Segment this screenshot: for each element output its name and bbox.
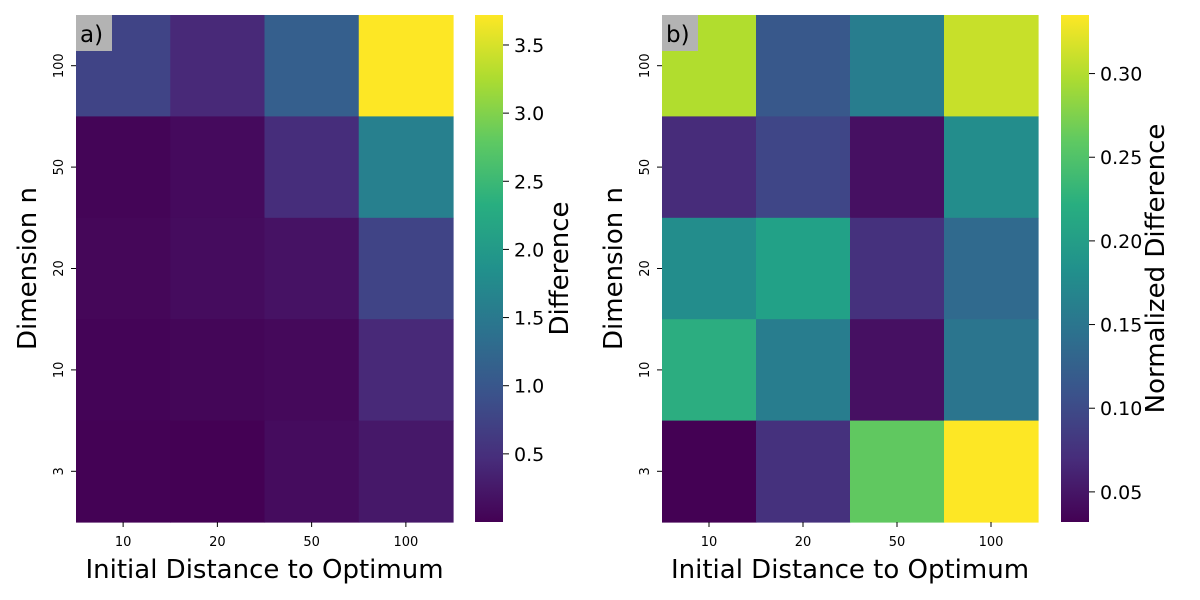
colorbar-tick-label: 3.5 [514, 35, 544, 57]
heatmap-cell [662, 319, 757, 422]
heatmap-cell [76, 420, 171, 523]
heatmap-cell [170, 15, 266, 117]
colorbar-tick-label: 0.15 [1100, 315, 1142, 337]
x-tick-label: 20 [209, 535, 226, 550]
x-tick-label: 10 [701, 535, 718, 550]
heatmap-cell [358, 116, 454, 219]
x-tick-label: 100 [979, 535, 1004, 550]
heatmap-cell [850, 217, 945, 320]
heatmap-cell [850, 116, 945, 219]
y-axis-label: Dimension n [13, 187, 43, 350]
x-tick-labels: 10 20 50 100 [115, 522, 418, 550]
heatmap-cell [944, 319, 1039, 422]
heatmap-cell [944, 420, 1039, 523]
colorbar-tick-label: 0.30 [1100, 64, 1142, 86]
x-axis-label: Initial Distance to Optimum [671, 555, 1029, 585]
panel-label: a) [80, 22, 103, 48]
heatmap-cell [264, 420, 360, 523]
heatmap-cells [662, 15, 1039, 523]
colorbar-ticks: 0.5 1.0 1.5 2.0 2.5 3.0 3.5 [503, 35, 544, 466]
heatmap-panel-a: 10 20 50 100 100 50 20 10 3 0.5 1.0 1.5 2.0 2.5 3.0 3… [13, 15, 575, 585]
panel-label-background [662, 15, 698, 51]
colorbar-label: Normalized Difference [1141, 124, 1171, 414]
heatmap-cell [756, 217, 851, 320]
heatmap-cell [264, 15, 360, 117]
heatmap-cell [76, 217, 171, 320]
heatmap-cell [358, 15, 454, 117]
y-tick-label: 20 [638, 260, 653, 277]
heatmap-cell [358, 217, 454, 320]
heatmap-cells [76, 15, 454, 523]
y-tick-label: 3 [638, 467, 653, 475]
heatmap-cell [358, 420, 454, 523]
panel-label: b) [666, 22, 690, 48]
x-axis-label: Initial Distance to Optimum [85, 555, 443, 585]
heatmap-cell [662, 116, 757, 219]
heatmap-cell [850, 15, 945, 117]
heatmap-cell [850, 319, 945, 422]
heatmap-cell [358, 319, 454, 422]
colorbar-tick-label: 0.05 [1100, 482, 1142, 504]
y-tick-labels: 100 50 20 10 3 [52, 53, 76, 475]
colorbar-label: Difference [545, 201, 575, 335]
heatmap-cell [264, 116, 360, 219]
heatmap-cell [662, 420, 757, 523]
colorbar-tick-label: 0.20 [1100, 231, 1142, 253]
colorbar-tick-label: 0.5 [514, 444, 544, 466]
x-tick-labels: 10 20 50 100 [701, 522, 1004, 550]
heatmap-cell [170, 420, 266, 523]
y-tick-label: 100 [52, 53, 67, 78]
colorbar-tick-label: 0.25 [1100, 147, 1142, 169]
heatmap-cell [756, 116, 851, 219]
heatmap-cell [76, 116, 171, 219]
heatmap-cell [756, 15, 851, 117]
y-tick-label: 100 [638, 53, 653, 78]
colorbar-tick-label: 3.0 [514, 103, 544, 125]
colorbar-tick-label: 2.5 [514, 171, 544, 193]
heatmap-cell [170, 319, 266, 422]
x-tick-label: 10 [115, 535, 132, 550]
y-tick-label: 20 [52, 260, 67, 277]
colorbar [475, 15, 503, 522]
y-tick-label: 10 [52, 362, 67, 379]
heatmap-cell [170, 217, 266, 320]
y-tick-label: 10 [638, 362, 653, 379]
heatmap-cell [944, 116, 1039, 219]
y-axis-label: Dimension n [599, 187, 629, 350]
colorbar-tick-label: 1.5 [514, 308, 544, 330]
y-tick-label: 3 [52, 467, 67, 475]
x-tick-label: 100 [393, 535, 418, 550]
heatmap-panel-b: 10 20 50 100 100 50 20 10 3 0.05 0.10 0.15 0.20 0.2… [599, 15, 1171, 585]
y-tick-label: 50 [52, 159, 67, 176]
colorbar-tick-label: 2.0 [514, 239, 544, 261]
heatmap-cell [756, 319, 851, 422]
panel-label-background [76, 15, 112, 51]
heatmap-cell [76, 319, 171, 422]
x-tick-label: 20 [795, 535, 812, 550]
y-tick-label: 50 [638, 159, 653, 176]
colorbar-tick-label: 0.10 [1100, 398, 1142, 420]
x-tick-label: 50 [889, 535, 906, 550]
colorbar-tick-label: 1.0 [514, 376, 544, 398]
x-tick-label: 50 [303, 535, 320, 550]
heatmap-cell [944, 217, 1039, 320]
colorbar [1061, 15, 1089, 522]
colorbar-ticks: 0.05 0.10 0.15 0.20 0.25 0.30 [1089, 64, 1142, 504]
heatmap-cell [662, 217, 757, 320]
heatmap-cell [264, 319, 360, 422]
heatmap-cell [170, 116, 266, 219]
heatmap-cell [264, 217, 360, 320]
heatmap-cell [850, 420, 945, 523]
heatmap-cell [756, 420, 851, 523]
y-tick-labels: 100 50 20 10 3 [638, 53, 662, 475]
heatmap-cell [944, 15, 1039, 117]
